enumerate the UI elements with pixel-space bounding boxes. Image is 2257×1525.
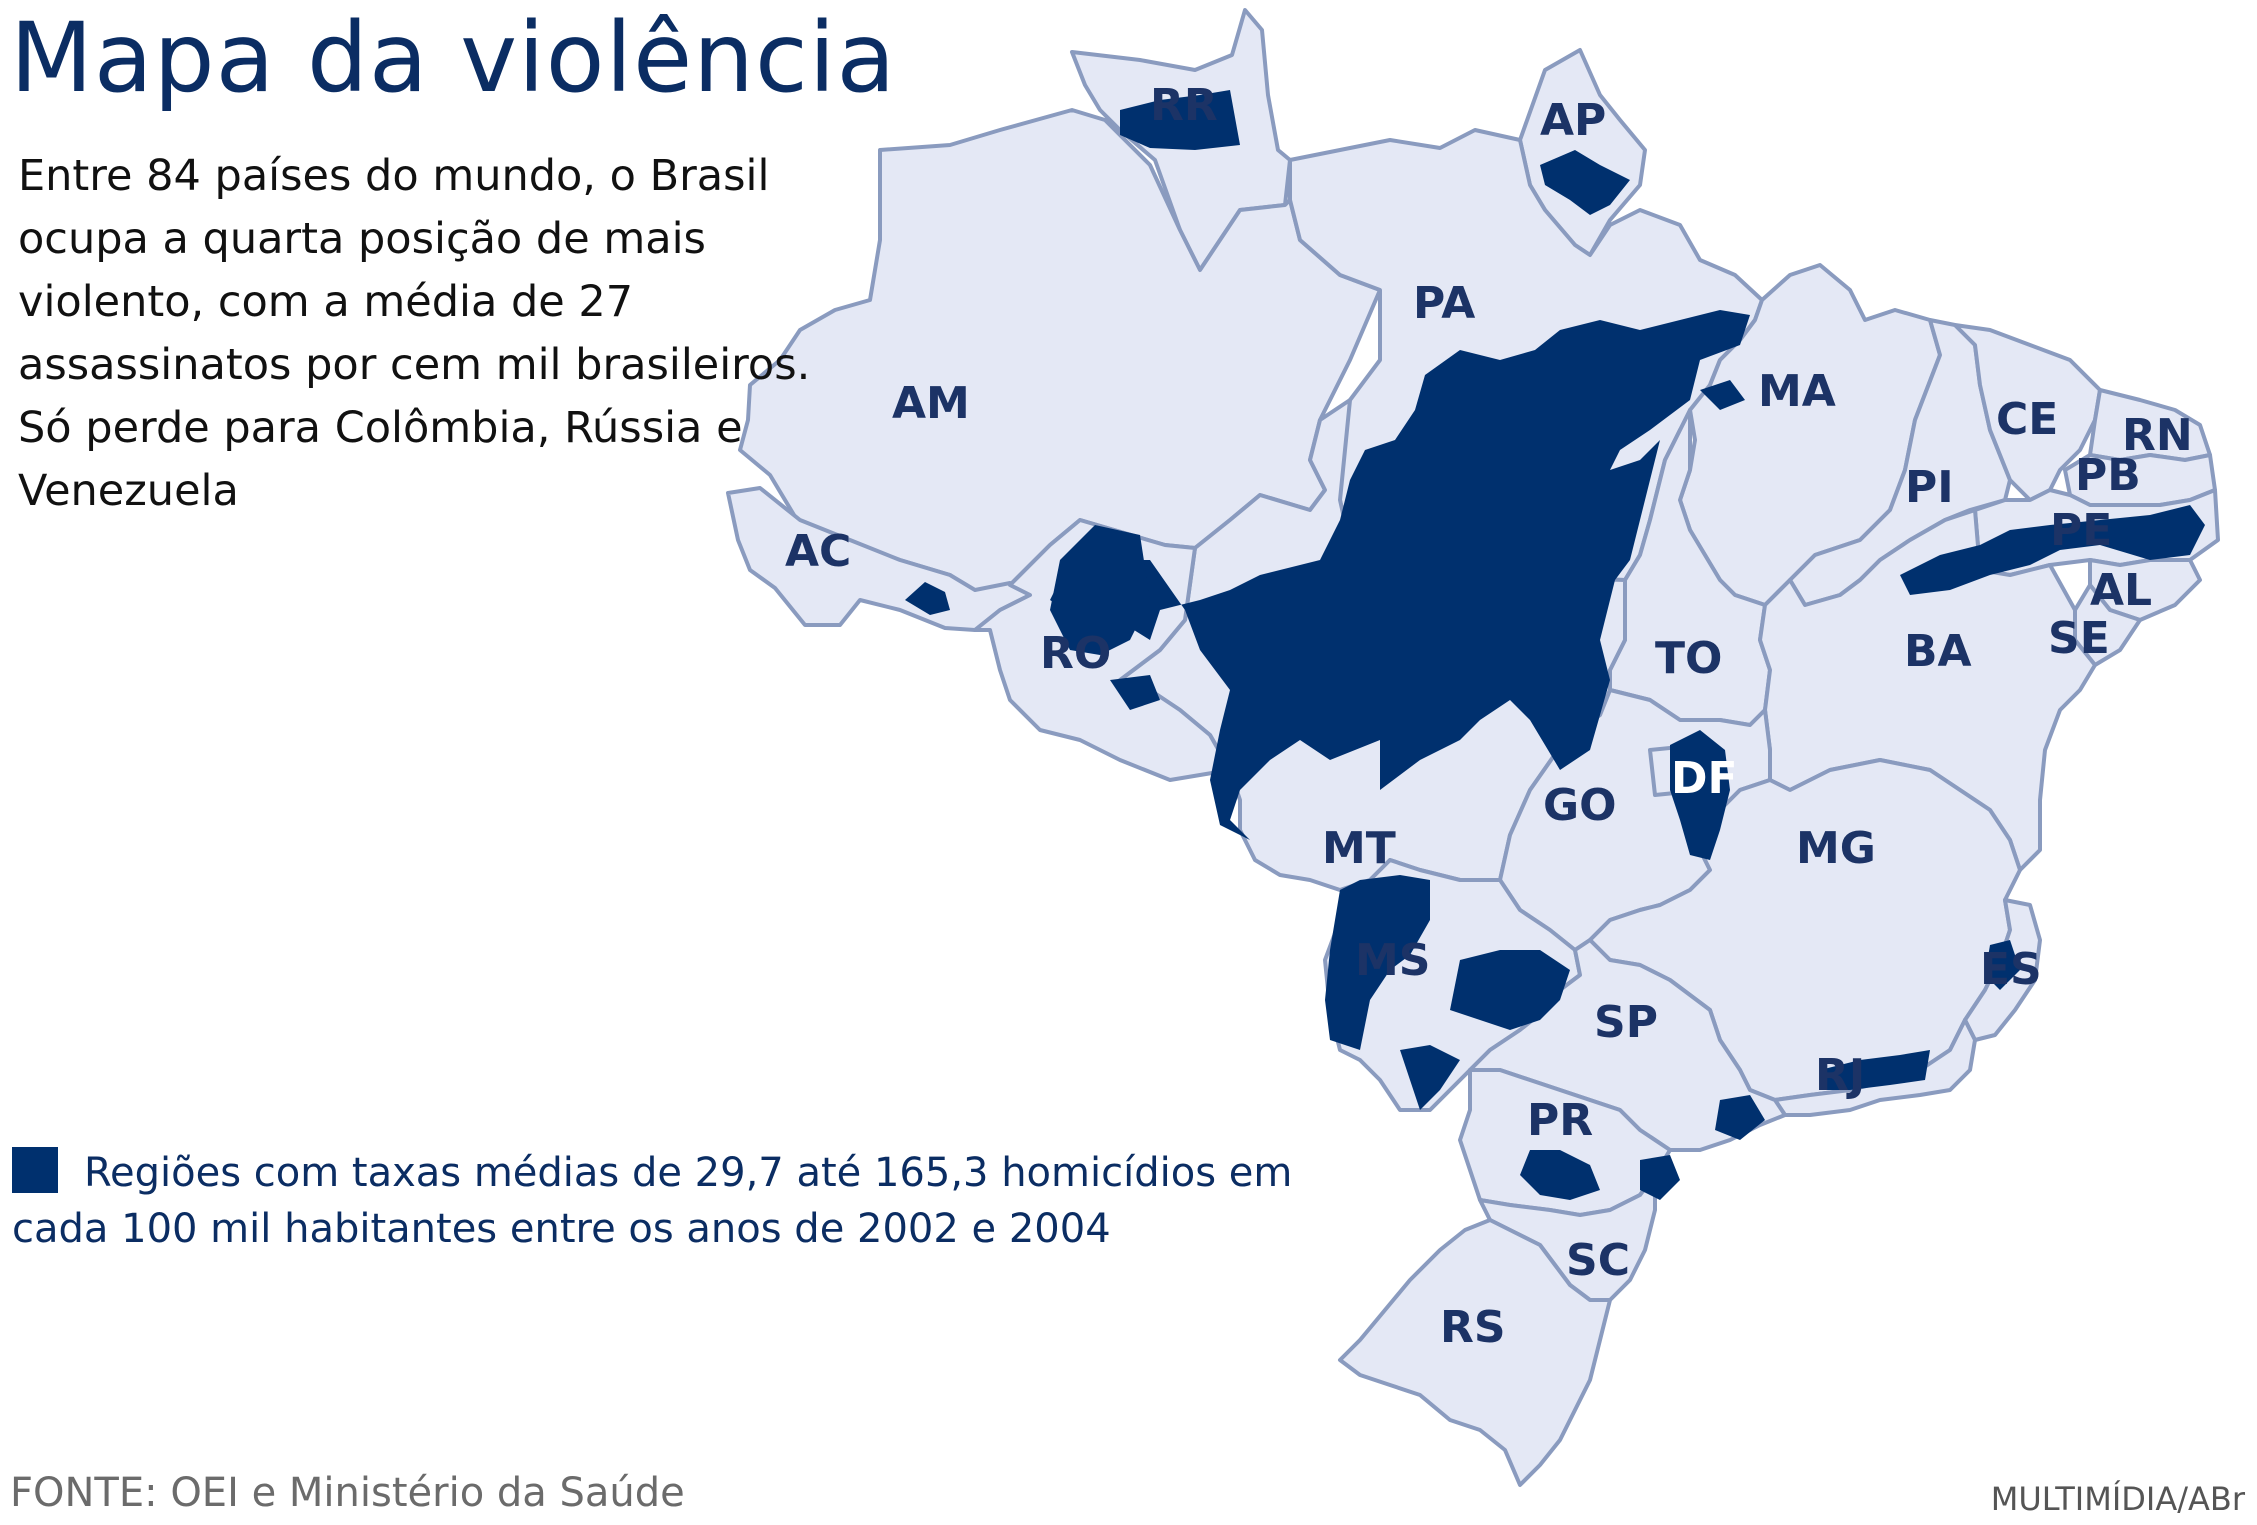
label-am: AM (892, 378, 970, 429)
label-ma: MA (1758, 366, 1836, 417)
label-ba: BA (1904, 626, 1972, 677)
hotspot-ma (1700, 380, 1745, 410)
label-ac: AC (785, 526, 851, 577)
hotspot-ro (1050, 525, 1150, 655)
credit-note: MULTIMÍDIA/ABr (1990, 1480, 2245, 1518)
label-mt: MT (1322, 823, 1396, 874)
label-go: GO (1543, 780, 1617, 831)
label-al: AL (2090, 565, 2152, 616)
legend-text: Regiões com taxas médias de 29,7 até 165… (12, 1150, 1293, 1252)
hotspot-ms-south (1400, 1045, 1460, 1110)
page-title: Mapa da violência (10, 2, 897, 114)
legend-swatch (12, 1147, 58, 1193)
label-sp: SP (1594, 997, 1658, 1048)
hotspot-rj (1820, 1050, 1930, 1090)
label-rr: RR (1150, 80, 1218, 131)
hotspot-ap (1540, 150, 1630, 215)
intro-text: Entre 84 países do mundo, o Brasil ocupa… (18, 151, 811, 516)
label-pi: PI (1905, 462, 1954, 513)
hotspot-pa-mt (1050, 310, 1750, 840)
state-sp[interactable] (1468, 938, 1787, 1152)
label-to: TO (1655, 633, 1722, 684)
legend: Regiões com taxas médias de 29,7 até 165… (12, 1145, 1312, 1257)
state-labels: RR AP AM PA MA CE RN PB PI PE AL SE AC R… (785, 80, 2193, 1353)
hotspot-ms-west (1325, 875, 1430, 1050)
label-ro: RO (1040, 628, 1111, 679)
label-rs: RS (1440, 1302, 1506, 1353)
label-ce: CE (1996, 394, 2058, 445)
state-ce[interactable] (1953, 323, 2102, 502)
state-shapes (726, 8, 2220, 1487)
hotspot-sp (1715, 1095, 1765, 1140)
hotspot-df (1670, 730, 1730, 860)
hotspot-ms-east (1450, 950, 1570, 1030)
hotspot-es (1985, 940, 2020, 990)
hotspot-ro-south (1110, 675, 1160, 710)
label-pe: PE (2050, 505, 2112, 556)
hotspot-pr (1520, 1150, 1600, 1200)
label-sc: SC (1566, 1235, 1630, 1286)
label-es: ES (1980, 944, 2042, 995)
label-pb: PB (2075, 450, 2141, 501)
label-mg: MG (1796, 823, 1876, 874)
label-ms: MS (1355, 935, 1430, 986)
source-note: FONTE: OEI e Ministério da Saúde (10, 1470, 685, 1516)
label-pa: PA (1413, 278, 1475, 329)
label-pr: PR (1527, 1095, 1593, 1146)
hotspot-pe (1900, 505, 2205, 595)
label-rj: RJ (1815, 1050, 1865, 1101)
state-rs[interactable] (1338, 1218, 1612, 1487)
label-rn: RN (2122, 410, 2193, 461)
high-violence-regions (905, 90, 2205, 1200)
label-df: DF (1671, 753, 1738, 804)
hotspot-ac (905, 582, 950, 615)
hotspot-pr-east (1640, 1155, 1680, 1200)
label-se: SE (2048, 613, 2110, 664)
hotspot-rr (1120, 90, 1240, 150)
label-ap: AP (1540, 95, 1606, 146)
